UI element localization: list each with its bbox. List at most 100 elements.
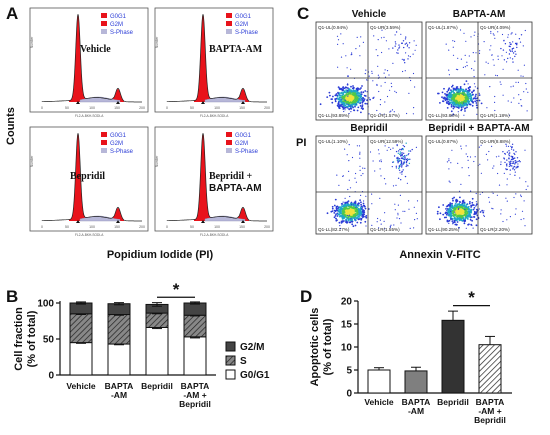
flow-event [339,206,342,209]
flow-event [516,44,518,46]
flow-event [394,41,397,43]
flow-event [366,91,368,93]
flow-event [364,167,366,169]
flow-event [453,97,455,99]
flow-event [414,86,416,88]
flow-event [473,207,476,209]
flow-event [493,34,495,36]
flow-event [464,66,466,68]
bar [441,319,465,394]
flow-event [359,88,361,90]
flow-event [492,59,494,61]
flow-event [341,101,344,104]
flow-event [468,55,470,57]
quadrant-lr-label: Q1-LR(1.55%) [370,227,400,232]
flow-event [474,95,477,97]
flow-event [365,215,368,217]
flow-event [400,149,403,151]
flow-event [508,165,511,167]
flow-event [385,183,387,185]
flow-event [464,94,467,96]
flow-event [359,165,361,167]
flow-event [393,224,395,226]
flow-event [360,91,363,93]
legend-swatch [226,29,232,34]
y-axis-title: Cell fraction [13,307,25,371]
flow-event [450,210,452,213]
flow-event [449,216,452,219]
flow-event [346,203,349,206]
flow-event [329,94,331,97]
flow-event [350,204,353,206]
flow-event [471,219,473,222]
flow-event [364,207,367,210]
flow-event [378,90,380,93]
flow-event [480,144,482,146]
flow-event [467,83,469,85]
flow-event [441,91,444,94]
flow-event [356,212,359,214]
flow-event [459,196,461,199]
quadrant-lr-label: Q1-LR(1.57%) [370,113,400,118]
flow-event [441,96,443,99]
flow-event [351,104,354,106]
flow-event [415,44,417,46]
flow-event [462,96,465,99]
flow-event [509,173,511,175]
flow-event [353,212,355,215]
flow-event [515,167,517,169]
flow-event [450,104,453,106]
flow-event [504,152,506,155]
flow-event [379,168,381,170]
flow-event [355,87,358,90]
flow-event [360,206,362,209]
flow-event [506,159,508,161]
bar-segment [107,343,131,376]
flow-event [388,74,390,76]
flow-event [449,96,452,98]
flow-event [345,94,348,96]
flow-event [511,162,513,165]
flow-event [346,105,349,108]
y-axis-subtitle: (% of total) [322,318,334,375]
flow-event [348,112,350,115]
flow-event [454,220,456,222]
flow-event [334,198,337,201]
flow-event [396,52,398,54]
flow-event [446,208,449,210]
flow-event [399,163,402,166]
flow-event [383,113,385,115]
flow-event [378,160,381,162]
flow-event [446,107,449,109]
flow-event [505,51,507,53]
flow-event [401,42,403,44]
flow-event [443,96,446,99]
flow-event [505,145,508,147]
flow-event [379,197,381,199]
flow-event [476,210,478,212]
flow-event [504,161,506,164]
legend-label: G0G1 [235,14,252,20]
flow-event [452,105,455,108]
flow-event [464,220,467,222]
flow-event [345,86,348,89]
flow-event [403,46,405,49]
bar-segment [145,312,169,328]
flow-event [392,62,394,64]
flow-event [452,199,454,202]
flow-event [504,43,507,45]
flow-event [360,194,362,196]
flow-event [354,95,357,98]
flow-event [396,157,398,159]
flow-event [474,100,477,103]
flow-event [523,91,525,93]
flow-event [457,57,459,59]
flow-event [452,205,454,208]
flow-event [470,104,472,106]
flow-event [384,81,386,84]
flow-event [506,151,509,153]
flow-event [475,52,477,54]
flow-event [395,31,398,33]
flow-event [450,209,453,212]
flow-event [408,153,410,155]
